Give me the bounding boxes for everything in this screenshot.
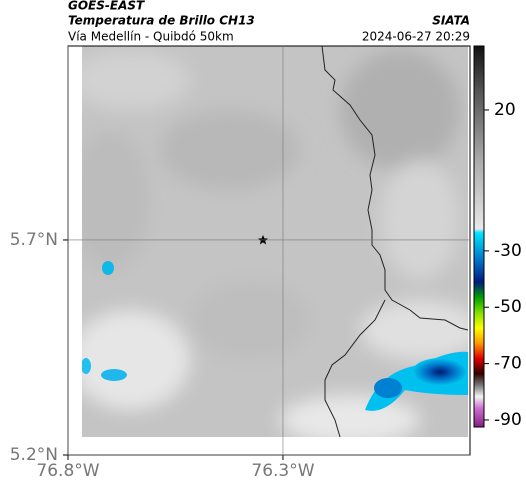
colorbar <box>473 45 485 428</box>
colorbar-tick-label: 20 <box>494 100 516 120</box>
agency: SIATA <box>432 14 470 28</box>
product: Temperatura de Brillo CH13 <box>68 14 255 28</box>
route: Vía Medellín - Quibdó 50km <box>68 30 234 44</box>
source: GOES-EAST <box>68 0 145 13</box>
colorbar-tick-label: -70 <box>494 354 522 374</box>
boundaries <box>321 45 469 438</box>
datetime: 2024-06-27 20:29 <box>362 30 470 44</box>
x-tick-label: 76.8°W <box>36 461 99 481</box>
colorbar-tick-label: -50 <box>494 297 522 317</box>
colorbar-tick-label: -30 <box>494 241 522 261</box>
colorbar-tick-label: -90 <box>494 410 522 430</box>
y-tick-label: 5.7°N <box>10 230 58 250</box>
y-tick-label: 5.2°N <box>10 445 58 465</box>
x-tick-label: 76.3°W <box>251 461 314 481</box>
satellite-image <box>82 46 468 437</box>
